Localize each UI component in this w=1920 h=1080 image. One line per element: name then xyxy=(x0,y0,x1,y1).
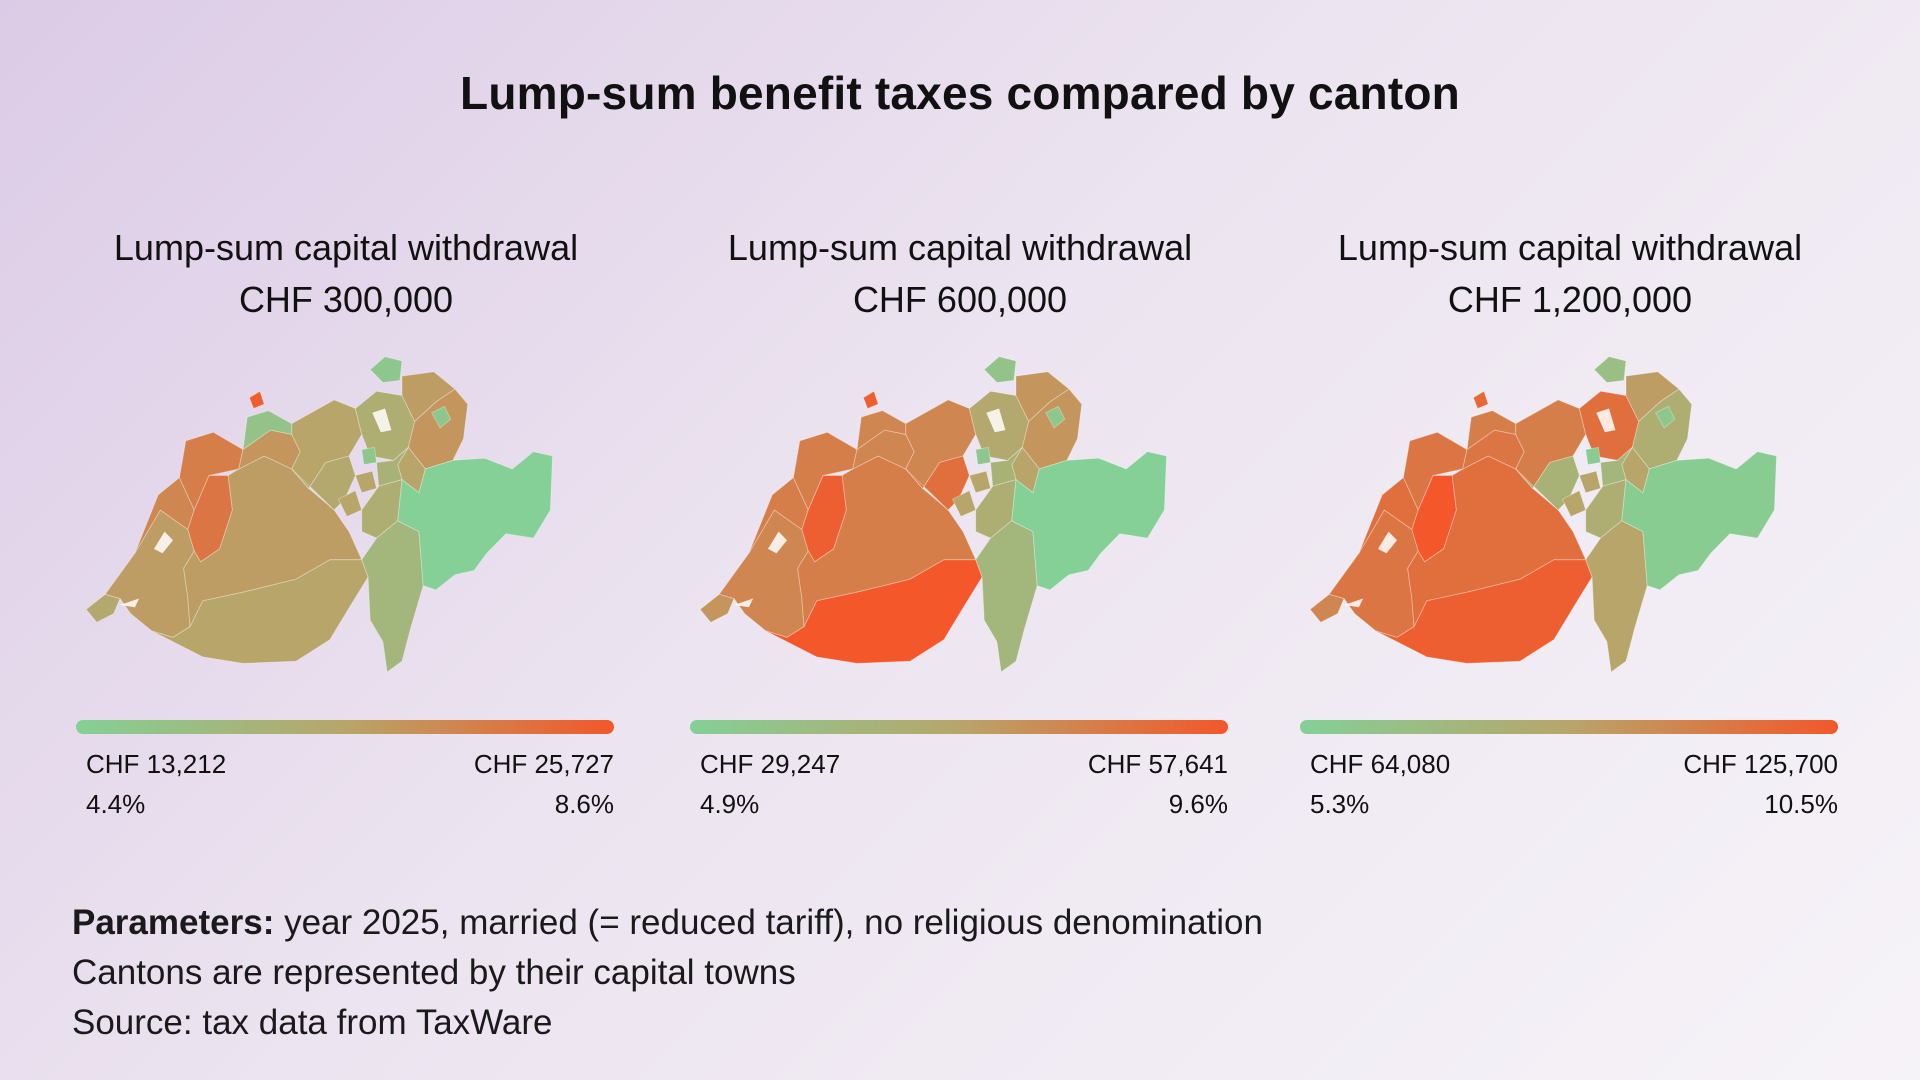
footnotes: Parameters: year 2025, married (= reduce… xyxy=(72,898,1263,1048)
canton-ar xyxy=(431,405,452,429)
panel-heading-line1: Lump-sum capital withdrawal xyxy=(1337,227,1803,268)
canton-sh xyxy=(369,356,403,384)
scale-min-amount: CHF 13,212 xyxy=(86,749,227,779)
color-scale-bar xyxy=(1300,720,1838,734)
switzerland-map xyxy=(1309,356,1777,673)
canton-bs xyxy=(1472,390,1489,410)
lake-neuchatel xyxy=(1377,531,1398,554)
canton-vd xyxy=(104,509,195,638)
canton-be xyxy=(797,455,977,629)
canton-be xyxy=(1407,455,1587,629)
color-scale-bar xyxy=(76,720,614,734)
canton-bs xyxy=(248,390,265,410)
scale-min-rate: 4.4% xyxy=(86,789,146,819)
scale-max-amount: CHF 125,700 xyxy=(1683,749,1838,779)
canton-ti xyxy=(1585,520,1648,673)
scale-min-amount: CHF 64,080 xyxy=(1310,749,1451,779)
scale-max-amount: CHF 25,727 xyxy=(473,749,614,779)
capitals-note: Cantons are represented by their capital… xyxy=(72,953,796,992)
panel-heading-line1: Lump-sum capital withdrawal xyxy=(727,227,1193,268)
canton-zg xyxy=(361,446,378,466)
canton-nw xyxy=(1578,470,1602,494)
map-panel-600k: Lump-sum capital withdrawal CHF 600,000 … xyxy=(680,222,1240,824)
canton-ar xyxy=(1655,405,1676,429)
panel-heading: Lump-sum capital withdrawal CHF 1,200,00… xyxy=(1290,222,1850,326)
color-scale-labels: CHF 29,247 4.9% CHF 57,641 9.6% xyxy=(700,744,1228,824)
lake-neuchatel xyxy=(153,531,174,554)
source-note: Source: tax data from TaxWare xyxy=(72,1003,553,1042)
canton-gr xyxy=(397,451,553,591)
canton-vd xyxy=(718,509,809,638)
canton-sg xyxy=(407,388,469,470)
scale-min-rate: 5.3% xyxy=(1310,789,1370,819)
canton-nw xyxy=(968,470,992,494)
canton-zg xyxy=(1585,446,1602,466)
map-panel-300k: Lump-sum capital withdrawal CHF 300,000 … xyxy=(66,222,626,824)
lake-geneva xyxy=(120,598,140,608)
color-scale-labels: CHF 64,080 5.3% CHF 125,700 10.5% xyxy=(1310,744,1838,824)
panel-heading-amount: CHF 300,000 xyxy=(238,279,454,320)
canton-ar xyxy=(1045,405,1066,429)
panel-heading-amount: CHF 600,000 xyxy=(852,279,1068,320)
canton-sg xyxy=(1021,388,1083,470)
scale-min-amount: CHF 29,247 xyxy=(700,749,841,779)
canton-ge xyxy=(1309,593,1345,623)
panel-heading: Lump-sum capital withdrawal CHF 600,000 xyxy=(680,222,1240,326)
canton-ti xyxy=(975,520,1038,673)
panel-heading-amount: CHF 1,200,000 xyxy=(1447,279,1693,320)
canton-sh xyxy=(983,356,1017,384)
canton-gr xyxy=(1011,451,1167,591)
canton-ge xyxy=(699,593,735,623)
canton-sg xyxy=(1631,388,1693,470)
canton-be xyxy=(183,455,363,629)
map-panel-1200k: Lump-sum capital withdrawal CHF 1,200,00… xyxy=(1290,222,1850,824)
lake-geneva xyxy=(734,598,754,608)
parameters-label: Parameters: xyxy=(72,903,275,942)
lake-neuchatel xyxy=(767,531,788,554)
canton-sh xyxy=(1593,356,1627,384)
parameters-text: year 2025, married (= reduced tariff), n… xyxy=(274,903,1263,942)
parameters-note: Parameters: year 2025, married (= reduce… xyxy=(72,898,1263,948)
scale-max-rate: 10.5% xyxy=(1764,789,1838,819)
canton-lu xyxy=(1515,455,1580,511)
canton-ti xyxy=(361,520,424,673)
color-scale-labels: CHF 13,212 4.4% CHF 25,727 8.6% xyxy=(86,744,614,824)
lake-geneva xyxy=(1344,598,1364,608)
switzerland-map xyxy=(85,356,553,673)
page-title: Lump-sum benefit taxes compared by canto… xyxy=(460,67,1460,119)
canton-ge xyxy=(85,593,121,623)
lake-zurich xyxy=(372,408,392,433)
canton-gr xyxy=(1621,451,1777,591)
canton-nw xyxy=(354,470,378,494)
panel-heading: Lump-sum capital withdrawal CHF 300,000 xyxy=(66,222,626,326)
canton-lu xyxy=(291,455,356,511)
lake-zurich xyxy=(986,408,1006,433)
scale-max-rate: 8.6% xyxy=(554,789,614,819)
canton-vd xyxy=(1328,509,1419,638)
color-scale-bar xyxy=(690,720,1228,734)
canton-zg xyxy=(975,446,992,466)
canton-lu xyxy=(905,455,970,511)
lake-zurich xyxy=(1596,408,1616,433)
scale-max-rate: 9.6% xyxy=(1168,789,1228,819)
canton-bs xyxy=(862,390,879,410)
scale-max-amount: CHF 57,641 xyxy=(1087,749,1228,779)
panel-heading-line1: Lump-sum capital withdrawal xyxy=(113,227,579,268)
scale-min-rate: 4.9% xyxy=(700,789,760,819)
switzerland-map xyxy=(699,356,1167,673)
